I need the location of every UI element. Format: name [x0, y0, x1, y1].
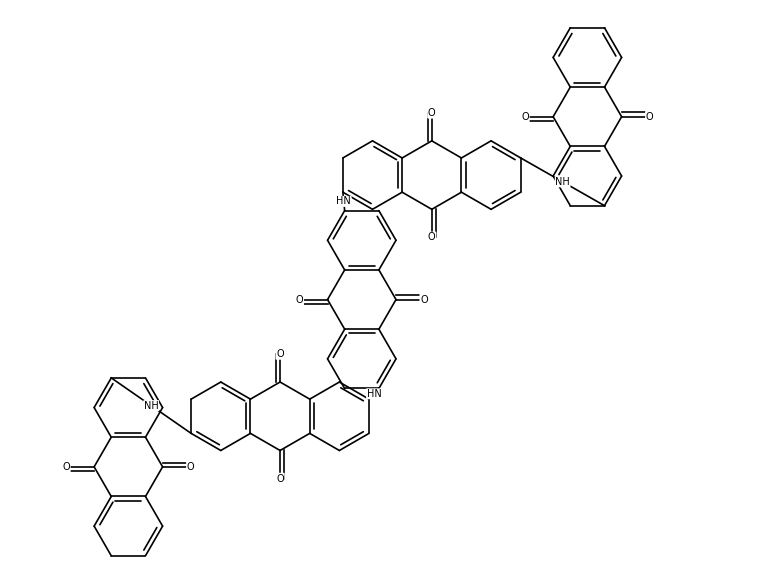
Text: O: O: [420, 295, 428, 304]
Text: O: O: [521, 112, 529, 122]
Text: NH: NH: [555, 177, 570, 187]
Text: O: O: [187, 462, 194, 472]
Text: O: O: [62, 462, 70, 472]
Text: O: O: [646, 112, 654, 122]
Text: HN: HN: [366, 389, 381, 399]
Text: O: O: [276, 474, 284, 483]
Text: O: O: [428, 108, 436, 118]
Text: NH: NH: [144, 400, 159, 411]
Text: HN: HN: [336, 197, 351, 206]
Text: O: O: [276, 349, 284, 359]
Text: O: O: [296, 295, 303, 304]
Text: O: O: [428, 232, 436, 243]
